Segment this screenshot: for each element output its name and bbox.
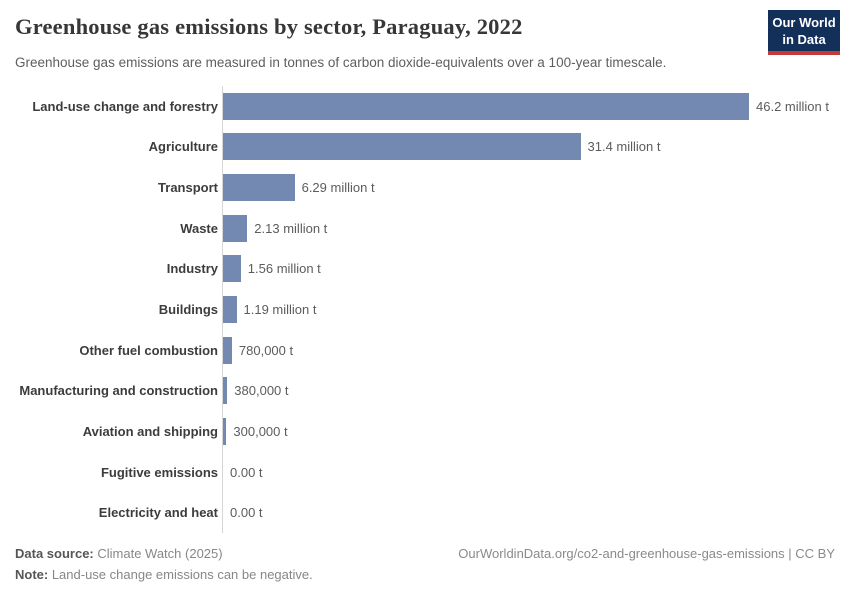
category-label: Other fuel combustion — [79, 342, 218, 358]
bar[interactable] — [223, 336, 232, 364]
chart-subtitle: Greenhouse gas emissions are measured in… — [15, 55, 667, 70]
bar[interactable] — [223, 296, 237, 324]
value-label: 31.4 million t — [587, 139, 661, 155]
bar[interactable] — [223, 133, 581, 161]
value-label: 0.00 t — [230, 505, 263, 521]
value-label: 0.00 t — [230, 464, 263, 480]
bar-wrap: 380,000 t — [223, 377, 835, 405]
chart-row: Land-use change and forestry 46.2 million… — [15, 86, 835, 127]
owid-url-link[interactable]: OurWorldinData.org/co2-and-greenhouse-ga… — [458, 546, 835, 561]
chart-row: Other fuel combustion 780,000 t — [15, 330, 835, 371]
value-label: 46.2 million t — [756, 98, 829, 114]
chart-row: Buildings 1.19 million t — [15, 289, 835, 330]
bar-wrap: 0.00 t — [223, 499, 835, 526]
owid-logo-line2: in Data — [782, 32, 826, 47]
category-label: Fugitive emissions — [100, 464, 218, 480]
bar[interactable] — [223, 174, 295, 202]
bar[interactable] — [223, 377, 228, 405]
note-label: Note: — [15, 567, 49, 582]
category-label: Buildings — [158, 302, 218, 318]
bar-wrap: 1.56 million t — [223, 255, 835, 283]
bar[interactable] — [223, 92, 749, 120]
bar-wrap: 300,000 t — [223, 417, 835, 445]
data-source-value: Climate Watch (2025) — [93, 546, 223, 561]
y-axis-line — [222, 86, 223, 533]
bar-wrap: 31.4 million t — [223, 133, 835, 161]
bar[interactable] — [223, 214, 248, 242]
chart-row: Fugitive emissions 0.00 t — [15, 452, 835, 493]
category-label: Industry — [166, 261, 218, 277]
data-source-label: Data source: — [15, 546, 94, 561]
category-label: Aviation and shipping — [82, 423, 218, 439]
data-source: Data source: Climate Watch (2025) — [15, 543, 223, 564]
owid-logo[interactable]: Our World in Data — [768, 10, 840, 55]
note-value: Land-use change emissions can be negativ… — [48, 567, 313, 582]
chart-rows: Land-use change and forestry 46.2 million… — [15, 86, 835, 533]
category-label: Land-use change and forestry — [32, 98, 218, 114]
value-label: 2.13 million t — [254, 220, 328, 236]
bar[interactable] — [223, 255, 241, 283]
chart-row: Industry 1.56 million t — [15, 249, 835, 290]
value-label: 300,000 t — [233, 423, 288, 439]
chart-row: Aviation and shipping 300,000 t — [15, 411, 835, 452]
bar-wrap: 46.2 million t — [223, 92, 835, 120]
bar-wrap: 0.00 t — [223, 459, 835, 486]
category-label: Manufacturing and construction — [19, 383, 218, 399]
bar[interactable] — [223, 417, 227, 445]
value-label: 1.19 million t — [243, 302, 317, 318]
category-label: Transport — [158, 180, 218, 196]
chart-row: Manufacturing and construction 380,000 t — [15, 370, 835, 411]
category-label: Waste — [180, 220, 218, 236]
category-label: Electricity and heat — [98, 505, 218, 521]
bar-chart: Land-use change and forestry 46.2 million… — [15, 86, 835, 533]
category-label: Agriculture — [148, 139, 218, 155]
page-title: Greenhouse gas emissions by sector, Para… — [15, 14, 523, 39]
chart-footer: Data source: Climate Watch (2025) OurWor… — [15, 543, 835, 585]
value-label: 780,000 t — [238, 342, 294, 358]
chart-note: Note: Land-use change emissions can be n… — [15, 567, 313, 582]
chart-row: Agriculture 31.4 million t — [15, 127, 835, 168]
value-label: 1.56 million t — [247, 261, 321, 277]
chart-row: Transport 6.29 million t — [15, 167, 835, 208]
value-label: 380,000 t — [234, 383, 289, 399]
owid-logo-line1: Our World — [772, 15, 836, 30]
bar-wrap: 780,000 t — [223, 336, 835, 364]
chart-row: Waste 2.13 million t — [15, 208, 835, 249]
value-label: 6.29 million t — [301, 180, 375, 196]
bar-wrap: 2.13 million t — [223, 214, 835, 242]
chart-row: Electricity and heat 0.00 t — [15, 492, 835, 533]
bar-wrap: 1.19 million t — [223, 296, 835, 324]
bar-wrap: 6.29 million t — [223, 174, 835, 202]
